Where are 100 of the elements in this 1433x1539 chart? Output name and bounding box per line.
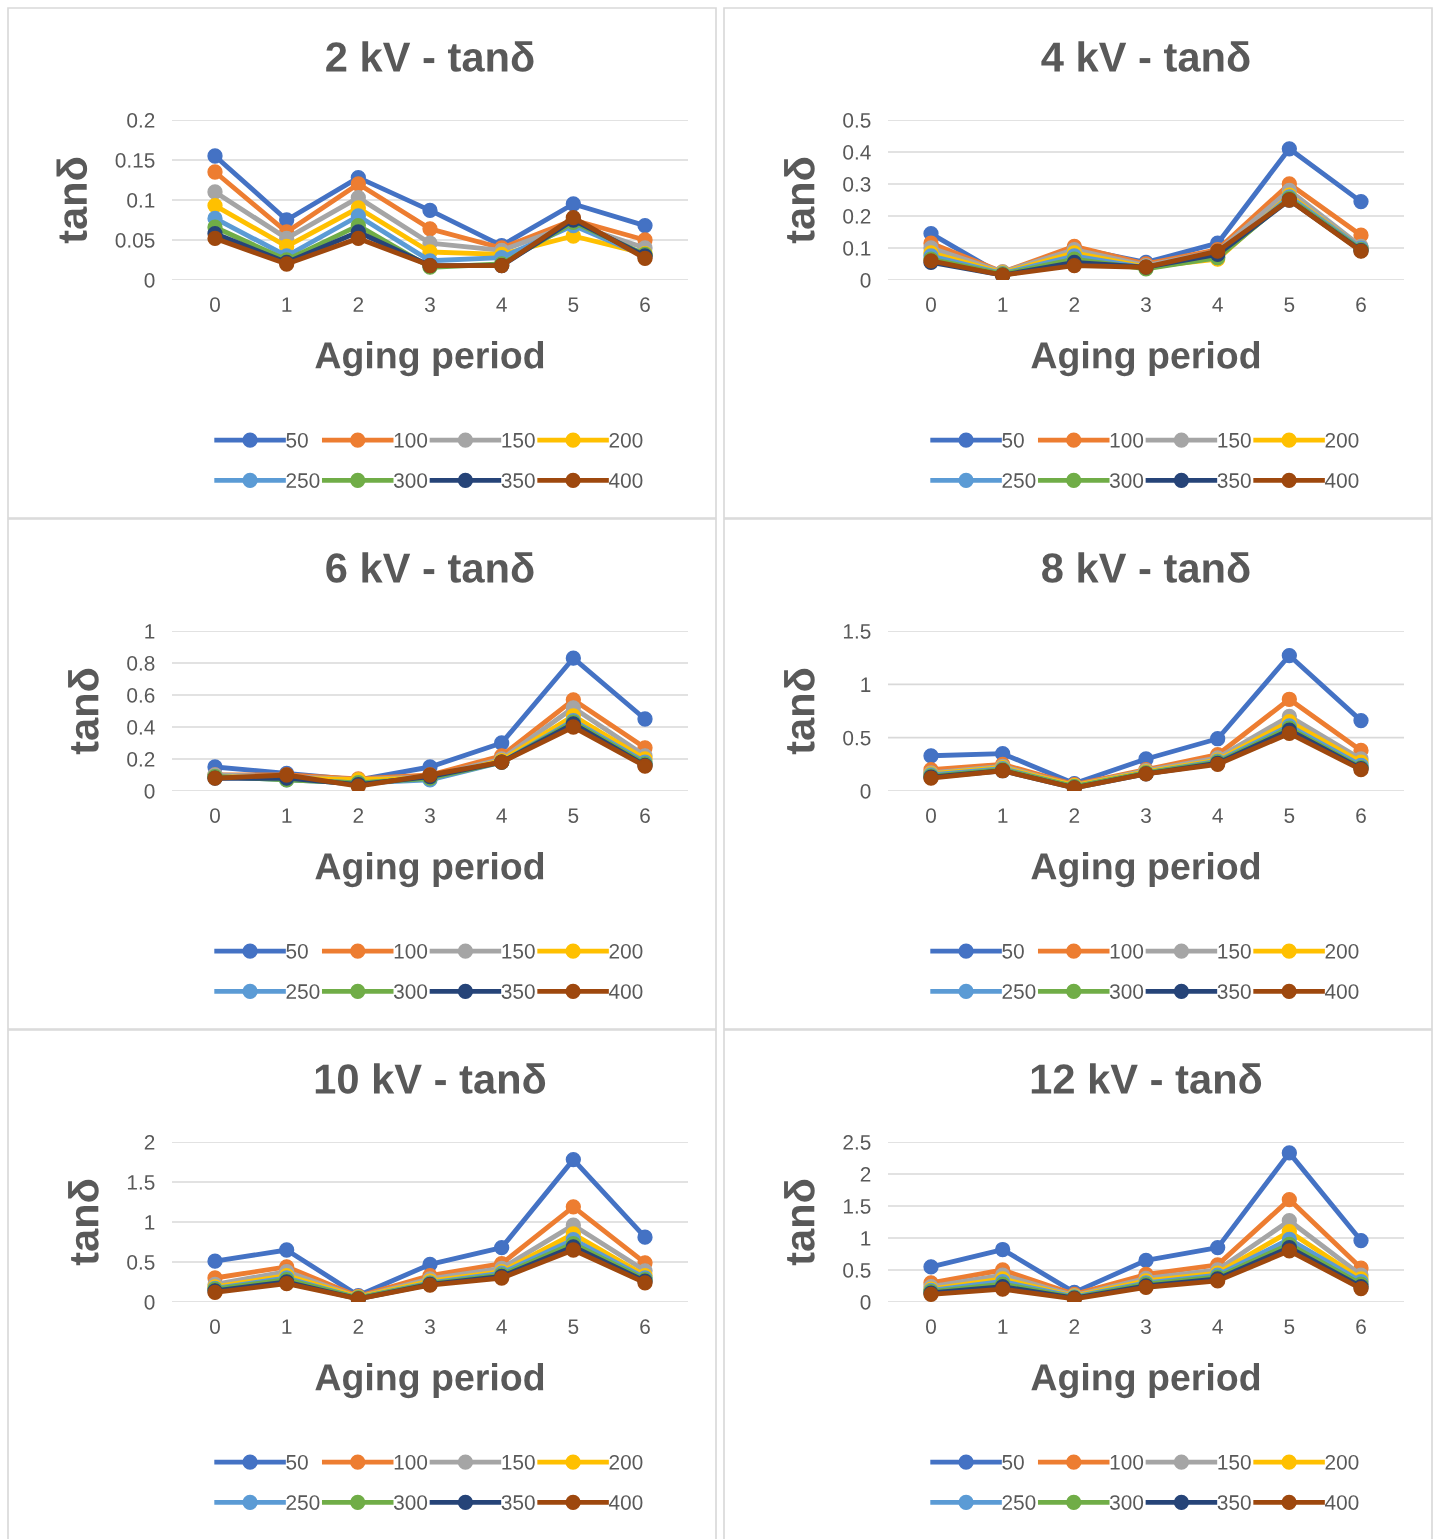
- legend-label: 200: [609, 943, 643, 959]
- y-tick-label: 1: [145, 624, 155, 639]
- y-axis-title: tanδ: [784, 668, 815, 755]
- x-tick-label: 1: [282, 297, 292, 312]
- x-tick-label: 4: [496, 1319, 507, 1334]
- x-tick-label: 6: [640, 808, 650, 823]
- x-tick-label: 1: [282, 1319, 292, 1334]
- chart-title: 12 kV - tanδ: [1031, 1063, 1262, 1094]
- legend-label: 400: [608, 1495, 643, 1510]
- chart-title: 4 kV - tanδ: [1041, 41, 1250, 72]
- x-tick-label: 0: [210, 297, 220, 312]
- y-axis-title: tanδ: [784, 1179, 815, 1266]
- y-tick-label: 0: [860, 273, 871, 288]
- y-tick-label: 0.5: [127, 1255, 155, 1270]
- y-axis-title: tanδ: [784, 157, 815, 244]
- x-tick-label: 4: [1212, 808, 1223, 823]
- legend-label: 350: [501, 984, 535, 999]
- legend-label: 50: [286, 943, 308, 959]
- y-tick-label: 1: [145, 1215, 155, 1230]
- y-tick-label: 0: [144, 273, 155, 288]
- y-tick-label: 0.5: [843, 730, 871, 746]
- y-tick-label: 0.1: [127, 193, 155, 208]
- x-tick-label: 4: [1212, 297, 1223, 312]
- legend-label: 350: [1217, 984, 1251, 999]
- y-tick-label: 0: [144, 1295, 155, 1310]
- y-tick-label: 0.5: [843, 113, 871, 128]
- legend-label: 50: [286, 1454, 308, 1470]
- legend-label: 200: [1325, 1454, 1359, 1470]
- x-tick-label: 4: [496, 297, 507, 312]
- legend-label: 250: [286, 473, 320, 488]
- y-tick-label: 0.8: [127, 656, 155, 671]
- x-tick-label: 2: [1069, 297, 1080, 312]
- legend-label: 400: [1324, 984, 1359, 999]
- y-tick-label: 0.15: [115, 153, 155, 168]
- y-tick-label: 1: [861, 1231, 871, 1246]
- x-tick-label: 2: [353, 297, 364, 312]
- y-axis-title: tanδ: [68, 668, 99, 755]
- y-tick-label: 0.2: [843, 209, 871, 224]
- legend-label: 200: [1325, 432, 1359, 448]
- legend-label: 150: [502, 432, 535, 448]
- x-tick-label: 0: [926, 297, 936, 312]
- legend-label: 300: [1109, 473, 1144, 488]
- x-axis-title: Aging period: [1031, 341, 1260, 377]
- legend-label: 250: [1002, 984, 1036, 999]
- x-tick-label: 1: [998, 297, 1008, 312]
- x-tick-label: 4: [496, 808, 507, 823]
- x-tick-label: 2: [1069, 1319, 1080, 1334]
- legend-label: 50: [286, 432, 308, 448]
- y-tick-label: 1: [861, 677, 871, 692]
- x-tick-label: 3: [1141, 297, 1151, 312]
- legend-label: 400: [608, 984, 643, 999]
- legend-label: 250: [1002, 1495, 1036, 1510]
- y-tick-label: 0.05: [115, 233, 155, 248]
- chart-title: 10 kV - tanδ: [315, 1063, 546, 1094]
- legend-label: 300: [1109, 984, 1144, 999]
- x-tick-label: 6: [640, 1319, 650, 1334]
- y-tick-label: 0.4: [127, 720, 155, 735]
- legend-label: 50: [1002, 432, 1024, 448]
- legend-label: 250: [1002, 473, 1036, 488]
- y-tick-label: 2: [144, 1135, 155, 1150]
- y-tick-label: 0: [144, 784, 155, 799]
- x-tick-label: 0: [210, 808, 220, 823]
- legend-label: 400: [1324, 473, 1359, 488]
- x-tick-label: 6: [640, 297, 650, 312]
- x-tick-label: 3: [425, 808, 435, 823]
- x-tick-label: 3: [425, 297, 435, 312]
- y-tick-label: 0.2: [127, 752, 155, 767]
- x-tick-label: 6: [1356, 1319, 1366, 1334]
- legend-label: 100: [1110, 432, 1144, 448]
- legend-label: 250: [286, 984, 320, 999]
- legend-label: 300: [393, 473, 428, 488]
- legend-label: 100: [1110, 943, 1144, 959]
- legend-label: 350: [1217, 1495, 1251, 1510]
- x-tick-label: 6: [1356, 297, 1366, 312]
- x-tick-label: 2: [353, 808, 364, 823]
- y-tick-label: 0.1: [843, 241, 871, 256]
- legend-label: 300: [393, 1495, 428, 1510]
- x-axis-title: Aging period: [1031, 852, 1260, 888]
- x-tick-label: 6: [1356, 808, 1366, 823]
- x-tick-label: 3: [1141, 808, 1151, 823]
- legend-label: 150: [1218, 1454, 1251, 1470]
- legend-label: 150: [1218, 432, 1251, 448]
- y-tick-label: 1.5: [843, 624, 871, 639]
- legend-label: 50: [1002, 1454, 1024, 1470]
- y-tick-label: 0: [860, 1295, 871, 1310]
- chart-title: 8 kV - tanδ: [1042, 552, 1250, 583]
- y-tick-label: 2.5: [843, 1135, 871, 1150]
- y-tick-label: 0.4: [843, 145, 871, 160]
- legend-label: 200: [1325, 943, 1359, 959]
- legend-label: 400: [608, 473, 643, 488]
- x-tick-label: 5: [568, 1319, 579, 1334]
- legend-label: 300: [393, 984, 428, 999]
- y-tick-label: 0.2: [127, 113, 155, 128]
- x-tick-label: 5: [568, 808, 579, 823]
- x-tick-label: 1: [998, 1319, 1008, 1334]
- legend-label: 100: [1110, 1454, 1144, 1470]
- y-tick-label: 0.5: [843, 1263, 871, 1278]
- y-tick-label: 0: [860, 784, 871, 799]
- legend-label: 50: [1002, 943, 1024, 959]
- legend-label: 100: [394, 943, 428, 959]
